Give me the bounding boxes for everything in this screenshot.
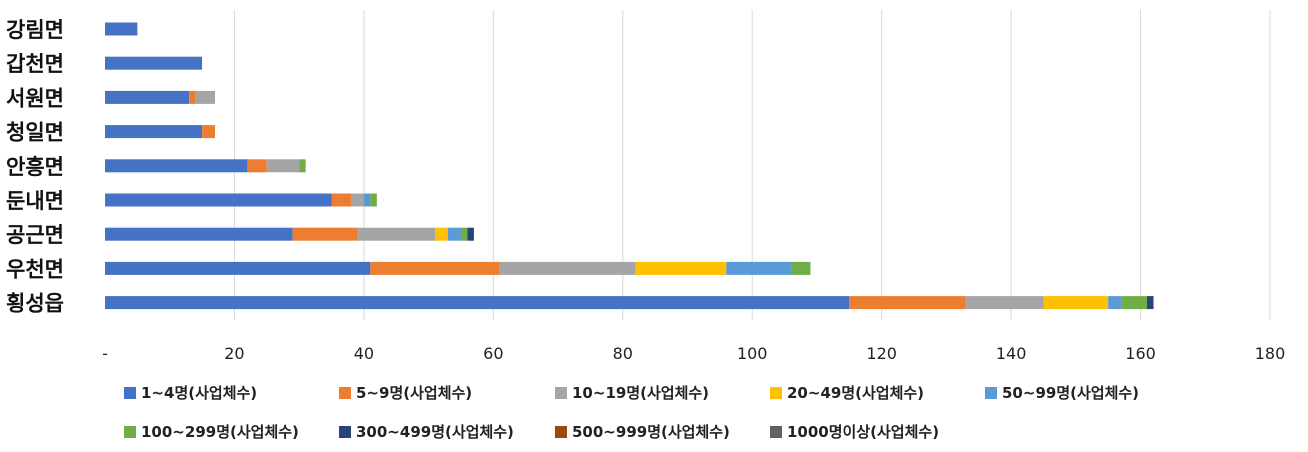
bar-segment	[726, 261, 792, 275]
bar-segment	[460, 227, 468, 241]
x-axis-ticks: - 20 40 60 80 100 120 140 160 180	[102, 344, 1285, 363]
bar-segment	[195, 90, 216, 104]
bar-segment	[105, 90, 190, 104]
bar-segment	[363, 193, 371, 207]
legend-swatch	[555, 387, 567, 399]
category-label: 횡성읍	[6, 292, 64, 316]
bar-segment	[266, 159, 300, 173]
bar-segment	[1108, 296, 1122, 310]
legend-swatch	[985, 387, 997, 399]
bar-segment	[1121, 296, 1148, 310]
category-label: 갑천면	[6, 52, 64, 76]
gridlines	[233, 10, 1271, 320]
bar-segment	[635, 261, 727, 275]
bar-segment	[467, 227, 474, 241]
bar-segment	[105, 261, 371, 275]
category-label: 둔내면	[6, 189, 64, 213]
bar-segment	[435, 227, 449, 241]
legend-label: 300~499명(사업체수)	[356, 423, 514, 441]
bar-segment	[370, 261, 500, 275]
x-tick-label: -	[102, 344, 108, 363]
legend-swatch	[124, 387, 136, 399]
category-labels: 횡성읍 우천면 공근면 둔내면 안흥면 청일면 서원면 갑천면 강림면	[6, 18, 64, 316]
bar-segment	[105, 227, 293, 241]
legend-label: 50~99명(사업체수)	[1002, 384, 1139, 402]
legend-label: 1000명이상(사업체수)	[787, 423, 939, 441]
x-tick-label: 20	[224, 344, 244, 363]
bar-segment	[105, 159, 248, 173]
bar-segment	[357, 227, 436, 241]
bar-segment	[849, 296, 966, 310]
bar-segment	[499, 261, 636, 275]
bar-segment	[1043, 296, 1109, 310]
legend-swatch	[339, 387, 351, 399]
legend-label: 500~999명(사업체수)	[572, 423, 730, 441]
bar-segment	[791, 261, 811, 275]
bar-segment	[105, 56, 203, 70]
x-tick-label: 180	[1255, 344, 1286, 363]
bar-segment	[105, 193, 332, 207]
legend-label: 10~19명(사업체수)	[572, 384, 709, 402]
legend-label: 5~9명(사업체수)	[356, 384, 472, 402]
x-tick-label: 120	[866, 344, 897, 363]
legend-swatch	[339, 426, 351, 438]
bar-segment	[350, 193, 364, 207]
x-tick-label: 80	[613, 344, 633, 363]
bar-segment	[965, 296, 1044, 310]
bar-segment	[448, 227, 461, 241]
bar-segment	[370, 193, 377, 207]
bars	[105, 22, 1154, 310]
category-label: 공근면	[6, 223, 64, 247]
legend-swatch	[124, 426, 136, 438]
x-tick-label: 60	[483, 344, 503, 363]
category-label: 서원면	[6, 86, 64, 110]
legend-swatch	[555, 426, 567, 438]
bar-segment	[189, 90, 196, 104]
x-tick-label: 100	[737, 344, 768, 363]
bar-segment	[105, 22, 138, 36]
bar-segment	[331, 193, 351, 207]
legend-label: 100~299명(사업체수)	[141, 423, 299, 441]
x-tick-label: 160	[1125, 344, 1156, 363]
legend-label: 1~4명(사업체수)	[141, 384, 257, 402]
bar-segment	[202, 125, 216, 139]
category-label: 안흥면	[6, 155, 64, 179]
bar-segment	[105, 296, 850, 310]
category-label: 우천면	[6, 257, 64, 281]
legend-swatch	[770, 426, 782, 438]
x-tick-label: 140	[996, 344, 1027, 363]
category-label: 청일면	[6, 121, 64, 145]
x-tick-label: 40	[354, 344, 374, 363]
bar-segment	[105, 125, 203, 139]
bar-segment	[247, 159, 267, 173]
legend-label: 20~49명(사업체수)	[787, 384, 924, 402]
bar-segment	[299, 159, 306, 173]
category-label: 강림면	[6, 18, 64, 42]
bar-segment	[1147, 296, 1154, 310]
legend-swatch	[770, 387, 782, 399]
legend: 1~4명(사업체수) 5~9명(사업체수) 10~19명(사업체수) 20~49명(사…	[124, 384, 1139, 441]
bar-segment	[292, 227, 358, 241]
